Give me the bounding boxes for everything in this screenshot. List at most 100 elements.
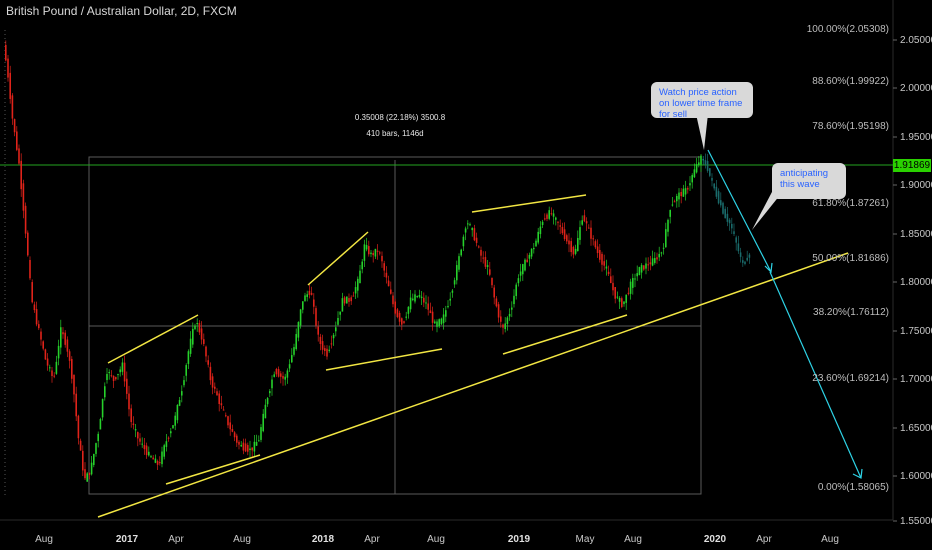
candle-body xyxy=(682,188,685,197)
candle-body xyxy=(101,399,104,418)
candle-body xyxy=(332,334,335,339)
candle-body xyxy=(123,362,126,382)
candle-body xyxy=(108,372,110,374)
candle-body xyxy=(293,347,295,355)
candle-body xyxy=(577,237,579,252)
callout-anticipate-wave[interactable]: anticipating this wave xyxy=(772,163,846,199)
candle-body xyxy=(579,227,581,240)
candle-body xyxy=(451,290,454,293)
candle-body xyxy=(396,309,399,318)
candle-body xyxy=(401,318,403,325)
candle-body xyxy=(350,297,352,302)
candle-body xyxy=(436,321,438,327)
projection-arrows[interactable] xyxy=(707,149,863,479)
candle-body xyxy=(484,257,487,267)
trendline-5 xyxy=(471,194,587,213)
trendline-4 xyxy=(325,348,443,371)
candle-body xyxy=(176,404,179,421)
candle-body xyxy=(44,349,47,360)
callout-watch-sell[interactable]: Watch price action on lower time frame f… xyxy=(651,82,753,120)
candle-body xyxy=(557,221,559,223)
candle-body xyxy=(115,377,117,380)
chart-title: British Pound / Australian Dollar, 2D, F… xyxy=(6,4,237,18)
candle-body xyxy=(660,252,663,254)
candle-body xyxy=(698,162,700,166)
candle-body xyxy=(18,148,20,164)
candle-body xyxy=(480,249,482,256)
candle-body xyxy=(728,219,731,224)
trendlines[interactable] xyxy=(97,194,849,518)
candle-body xyxy=(170,431,172,434)
candle-body xyxy=(22,183,25,211)
candle-body xyxy=(689,183,691,186)
fib-level-label: 88.60%(1.99922) xyxy=(812,76,889,87)
candle-body xyxy=(403,321,405,323)
candle-body xyxy=(145,445,148,456)
callout-pointer-1 xyxy=(696,114,708,150)
candle-body xyxy=(651,258,654,266)
fib-level-label: 78.60%(1.95198) xyxy=(812,121,889,132)
candle-body xyxy=(379,252,381,254)
candle-body xyxy=(282,375,284,379)
candle-body xyxy=(308,290,311,295)
candle-body xyxy=(88,472,91,475)
candle-body xyxy=(731,223,733,229)
candle-body xyxy=(207,360,209,365)
candle-body xyxy=(526,259,528,263)
candle-body xyxy=(71,359,73,379)
trendline-1 xyxy=(107,314,199,364)
candle-body xyxy=(610,276,612,284)
candle-body xyxy=(7,58,9,78)
candle-body xyxy=(284,376,286,380)
time-axis[interactable]: Aug 2017 Apr Aug 2018 Apr Aug 2019 May Aug 2020 Apr… xyxy=(35,534,839,545)
candle-body xyxy=(227,416,229,426)
candle-body xyxy=(528,254,531,259)
projection-arrowhead-1 xyxy=(764,262,773,274)
measure-label-1: 0.35008 (22.18%) 3500.8 xyxy=(355,113,446,122)
candle-body xyxy=(222,409,225,411)
candle-body xyxy=(357,278,359,291)
candle-body xyxy=(746,257,748,261)
candle-body xyxy=(511,307,513,310)
candle-body xyxy=(522,264,524,275)
candle-body xyxy=(20,160,22,190)
candle-body xyxy=(49,367,51,369)
candle-body xyxy=(671,204,674,206)
candle-body xyxy=(627,292,630,294)
candle-body xyxy=(625,294,627,303)
candle-body xyxy=(141,443,143,445)
candle-body xyxy=(585,221,588,224)
candle-body xyxy=(240,444,242,447)
candle-body xyxy=(229,422,231,430)
candle-body xyxy=(513,295,515,305)
current-price-badge: 1.91869 xyxy=(893,159,931,172)
candle-body xyxy=(143,445,146,450)
candle-body xyxy=(253,441,256,452)
candle-body xyxy=(544,218,546,220)
candle-body xyxy=(339,311,341,315)
candle-body xyxy=(306,294,308,297)
candle-body xyxy=(669,210,671,217)
candle-body xyxy=(64,332,66,345)
price-tick-label: 1.65000 xyxy=(900,423,932,434)
candle-body xyxy=(128,393,130,410)
candle-body xyxy=(667,219,669,232)
candle-body xyxy=(693,169,696,178)
candle-body xyxy=(13,119,16,133)
candle-body xyxy=(97,433,99,442)
candle-body xyxy=(535,240,537,247)
candle-body xyxy=(348,298,350,302)
candle-body xyxy=(84,469,86,479)
candle-body xyxy=(205,346,207,357)
candle-body xyxy=(605,266,608,269)
candle-body xyxy=(126,378,128,394)
candle-body xyxy=(691,175,693,183)
candle-body xyxy=(310,292,313,295)
price-tick-label: 1.60000 xyxy=(900,471,932,482)
time-tick-label: May xyxy=(576,534,595,545)
candle-body xyxy=(590,227,592,239)
candle-body xyxy=(260,427,262,440)
price-axis[interactable]: 2.05000 2.00000 1.95000 1.90000 1.85000 1.800… xyxy=(893,35,932,527)
candle-body xyxy=(607,271,610,275)
